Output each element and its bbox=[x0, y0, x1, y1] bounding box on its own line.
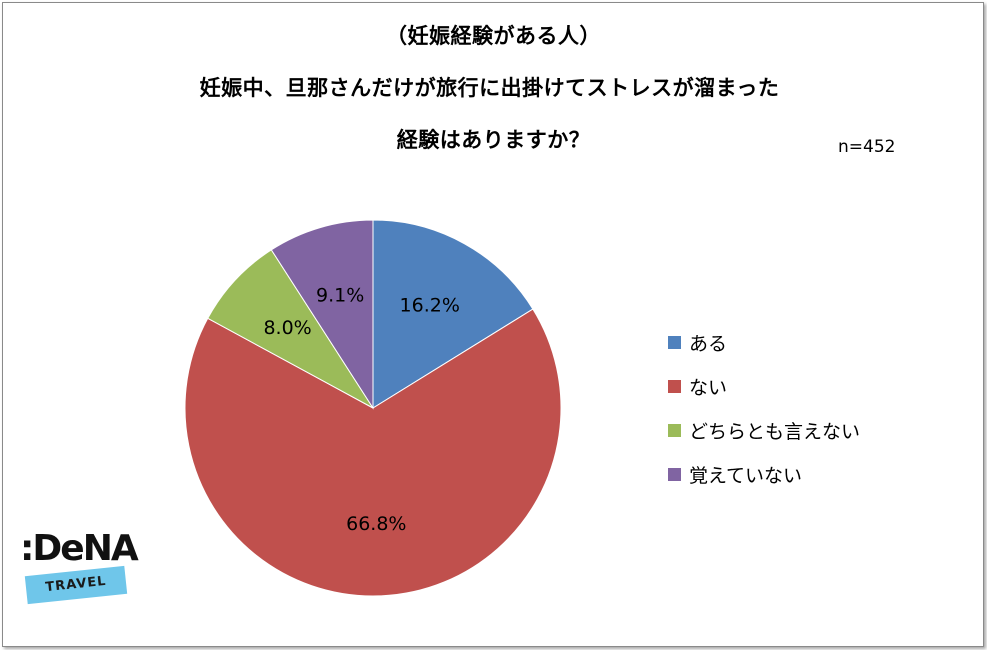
data-label-aru: 16.2% bbox=[400, 295, 460, 317]
legend-swatch bbox=[668, 379, 681, 393]
pie-slice-aru bbox=[372, 219, 534, 409]
chart-title-line-3: 経験はありますか？ bbox=[396, 128, 591, 152]
legend-swatch bbox=[668, 467, 681, 481]
logo-sub-text: TRAVEL bbox=[44, 573, 108, 596]
legend-label: どちらとも言えない bbox=[689, 420, 861, 443]
legend-label: ある bbox=[689, 332, 728, 355]
legend-label: ない bbox=[689, 376, 728, 399]
legend-item-oboete: 覚えていない bbox=[668, 452, 860, 496]
chart-title-line-1: （妊娠経験がある人） bbox=[386, 24, 601, 48]
legend-item-dochira: どちらとも言えない bbox=[668, 408, 860, 452]
chart-title-line-2: 妊娠中、旦那さんだけが旅行に出掛けてストレスが溜まった bbox=[199, 76, 780, 100]
pie-slice-oboete bbox=[270, 219, 374, 410]
legend-swatch bbox=[668, 423, 681, 437]
data-label-oboete: 9.1% bbox=[316, 285, 364, 307]
dena-travel-logo: :DeNA TRAVEL bbox=[18, 528, 139, 608]
legend-label: 覚えていない bbox=[689, 464, 803, 487]
pie-slice-dochira bbox=[207, 249, 374, 409]
logo-brand-text: :DeNA bbox=[20, 528, 139, 569]
sample-size-label: n=452 bbox=[838, 137, 896, 157]
legend-item-aru: ある bbox=[668, 320, 860, 364]
legend: ある ない どちらとも言えない 覚えていない bbox=[668, 320, 860, 496]
logo-travel-band: TRAVEL bbox=[24, 565, 128, 605]
data-label-nai: 66.8% bbox=[346, 513, 406, 535]
legend-item-nai: ない bbox=[668, 364, 860, 408]
pie-slice-nai bbox=[184, 308, 562, 597]
legend-swatch bbox=[668, 335, 681, 349]
data-label-dochira: 8.0% bbox=[263, 317, 311, 339]
